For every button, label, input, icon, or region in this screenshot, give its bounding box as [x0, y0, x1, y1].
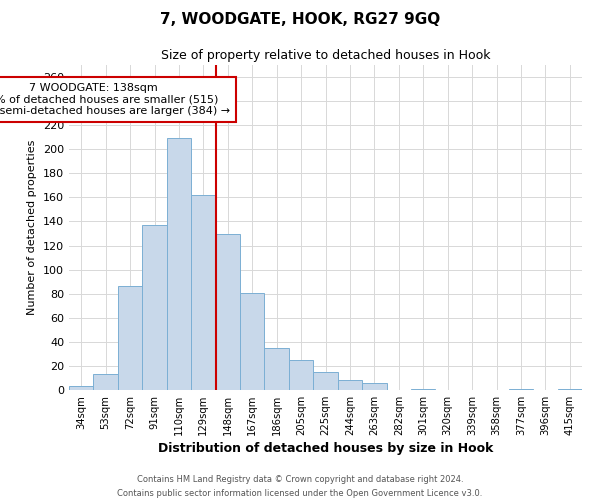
Bar	[362, 383, 386, 390]
Text: 7, WOODGATE, HOOK, RG27 9GQ: 7, WOODGATE, HOOK, RG27 9GQ	[160, 12, 440, 28]
Bar	[411, 389, 436, 390]
Title: Size of property relative to detached houses in Hook: Size of property relative to detached ho…	[161, 50, 490, 62]
Bar	[509, 389, 533, 390]
Bar	[265, 348, 289, 390]
Bar	[289, 360, 313, 390]
Text: Contains HM Land Registry data © Crown copyright and database right 2024.
Contai: Contains HM Land Registry data © Crown c…	[118, 476, 482, 498]
Bar	[557, 389, 582, 390]
Bar	[142, 225, 167, 390]
Bar	[167, 138, 191, 390]
Bar	[313, 372, 338, 390]
Bar	[94, 374, 118, 390]
Bar	[191, 195, 215, 390]
Bar	[215, 234, 240, 390]
Text: 7 WOODGATE: 138sqm
← 57% of detached houses are smaller (515)
42% of semi-detach: 7 WOODGATE: 138sqm ← 57% of detached hou…	[0, 83, 230, 116]
Bar	[118, 286, 142, 390]
Bar	[69, 386, 94, 390]
Bar	[240, 292, 265, 390]
X-axis label: Distribution of detached houses by size in Hook: Distribution of detached houses by size …	[158, 442, 493, 455]
Bar	[338, 380, 362, 390]
Y-axis label: Number of detached properties: Number of detached properties	[28, 140, 37, 315]
